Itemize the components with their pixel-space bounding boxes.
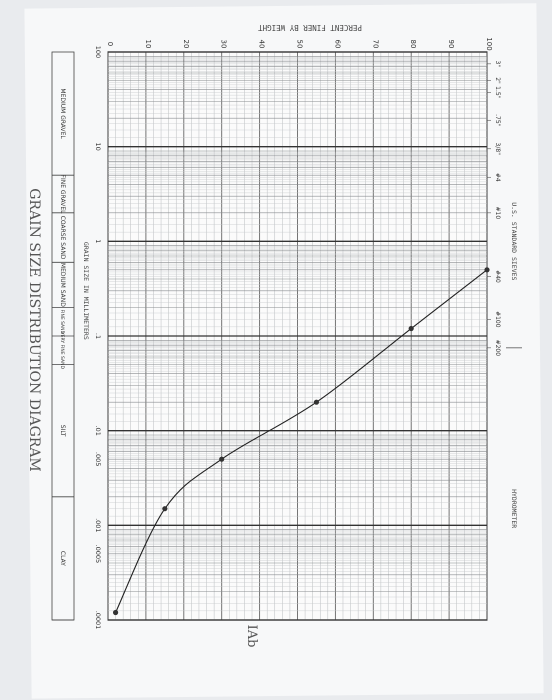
percent-tick-label: 40 <box>258 40 266 49</box>
classification-label: FINE GRAVEL <box>59 175 66 215</box>
sieve-label: 2" <box>494 77 501 84</box>
sieve-label: 1.5" <box>494 86 501 99</box>
data-point <box>484 267 490 273</box>
classification-label: COARSE SAND <box>59 216 66 260</box>
classification-label: SILT <box>59 425 66 437</box>
percent-tick-label: 30 <box>220 40 228 49</box>
size-tick-label: 100 <box>94 46 102 58</box>
data-point <box>408 325 414 332</box>
size-axis-title: GRAIN SIZE IN MILLIMETERS <box>82 242 90 340</box>
percent-tick-label: 50 <box>296 40 304 49</box>
percent-tick-label: 70 <box>371 40 379 49</box>
size-tick-label: .001 <box>94 518 102 532</box>
chart-title: GRAIN SIZE DISTRIBUTION DIAGRAM <box>26 188 42 472</box>
sieve-header: U.S. STANDARD SIEVES <box>510 202 518 280</box>
sieve-label: #4 <box>494 173 501 182</box>
percent-axis-title: PERCENT FINER BY WEIGHT <box>258 23 362 32</box>
gradation-curve <box>115 269 488 613</box>
classification-label: MEDIUM SAND <box>59 263 66 307</box>
percent-tick-label: 60 <box>333 40 341 49</box>
data-point <box>162 506 168 512</box>
classification-label: CLAY <box>59 551 66 566</box>
sieve-label: 3/8" <box>494 143 501 156</box>
size-tick-label: .0001 <box>94 611 102 630</box>
size-tick-label: .0005 <box>94 545 102 564</box>
plot-area: 0 10 20 30 40 50 60 70 80 90 100 PERCENT FINER BY W… <box>82 23 522 629</box>
percent-tick-label: 80 <box>409 40 417 49</box>
data-point <box>219 456 225 462</box>
size-tick-label: 10 <box>94 143 102 151</box>
classification-label: MEDIUM GRAVEL <box>59 88 66 139</box>
percent-tick-label: 10 <box>144 40 152 49</box>
sieve-label: .75" <box>494 114 501 127</box>
size-tick-label: .1 <box>94 333 102 339</box>
percent-tick-label: 20 <box>182 40 190 49</box>
data-point <box>313 399 320 405</box>
sieve-label: #200 <box>494 340 501 357</box>
percent-tick-label: 0 <box>106 42 114 46</box>
hydrometer-label: HYDROMETER <box>510 489 518 528</box>
figure-label: IAb <box>244 625 259 648</box>
data-point <box>112 609 119 616</box>
size-tick-label: .005 <box>94 452 102 466</box>
sieve-label: #100 <box>494 311 501 328</box>
sieve-label: 3" <box>494 61 501 68</box>
classification-label: VERY FINE SAND <box>59 332 65 370</box>
size-tick-label: 1 <box>94 239 102 243</box>
sieve-label: #40 <box>494 270 501 283</box>
percent-tick-label: 90 <box>447 40 455 49</box>
classification-label: FINE SAND <box>59 310 65 335</box>
size-tick-label: .01 <box>94 425 102 435</box>
percent-tick-label: 100 <box>485 37 493 50</box>
sieve-label: #10 <box>494 206 501 219</box>
